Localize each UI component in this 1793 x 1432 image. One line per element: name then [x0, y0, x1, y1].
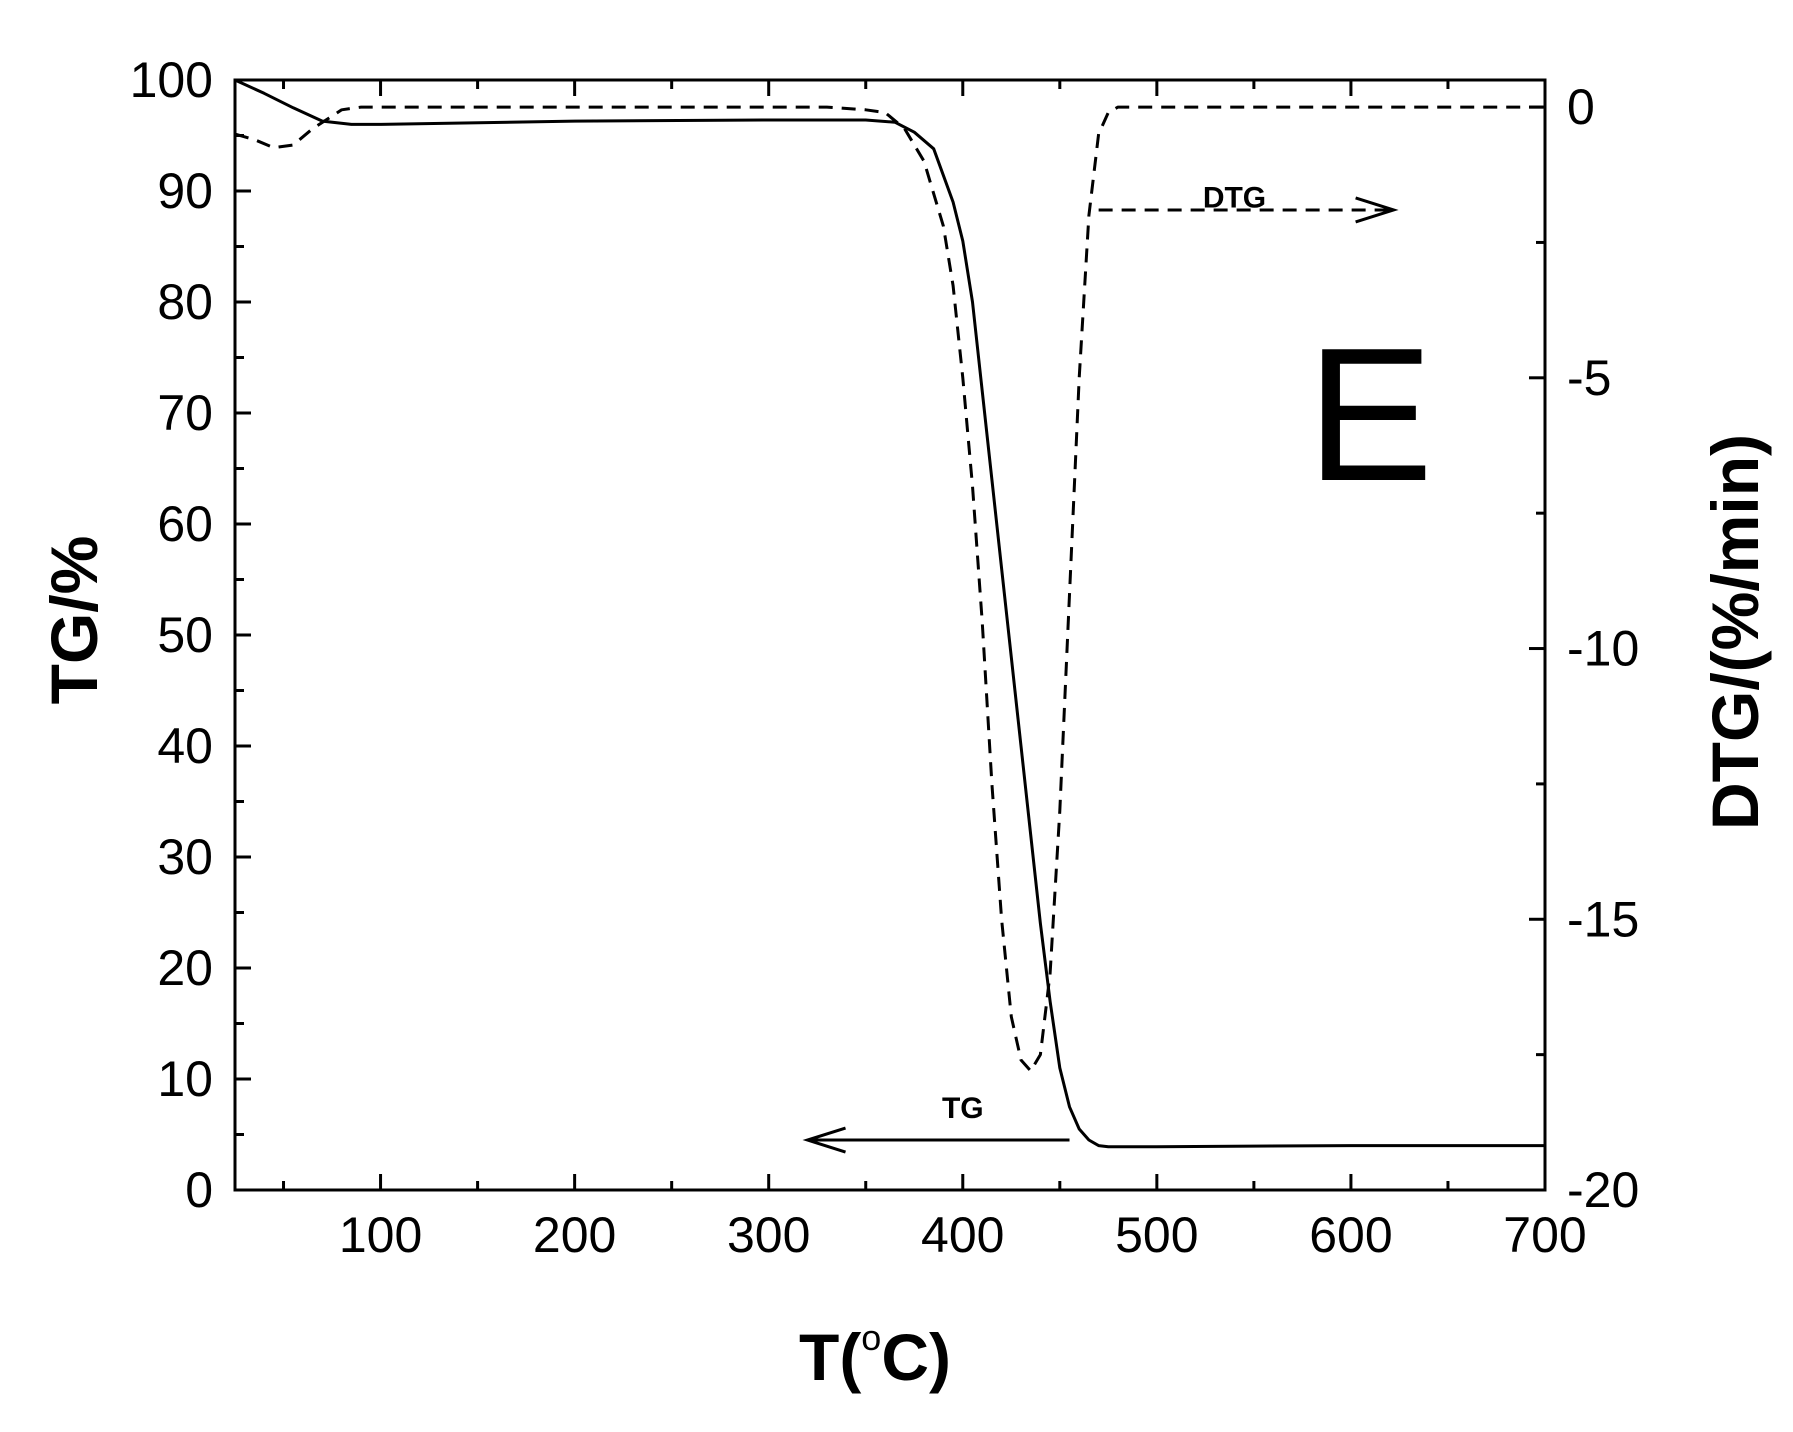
x-axis-title-superscript: o [861, 1317, 881, 1358]
x-axis-title-suffix: C) [881, 1320, 951, 1394]
tg-curve [234, 78, 1545, 1149]
x-tick-label: 600 [1309, 1207, 1392, 1263]
dtg-annotation: DTG [1203, 182, 1266, 215]
y-right-tick-label: -15 [1567, 891, 1639, 947]
y-left-tick-label: 10 [157, 1051, 213, 1107]
x-tick-label: 400 [921, 1207, 1004, 1263]
y-left-tick-label: 50 [157, 607, 213, 663]
y-left-tick-label: 40 [157, 718, 213, 774]
dtg-curve [234, 105, 1545, 1073]
dtg-arrow-head [1355, 196, 1399, 224]
x-axis-title-prefix: T( [799, 1320, 861, 1394]
left-y-axis: 0 10 20 30 40 50 60 70 80 90 100 [130, 52, 251, 1218]
x-tick-label: 700 [1503, 1207, 1586, 1263]
x-tick-label: 200 [533, 1207, 616, 1263]
x-axis-title: T(oC) [799, 1317, 951, 1394]
tg-arrow-head [802, 1126, 846, 1154]
tg-annotation: TG [942, 1092, 984, 1125]
x-tick-label: 100 [339, 1207, 422, 1263]
plot-curves [234, 78, 1545, 1149]
right-y-axis: 0 -5 -10 -15 -20 [1529, 79, 1639, 1218]
x-tick-label: 300 [727, 1207, 810, 1263]
x-tick-label: 500 [1115, 1207, 1198, 1263]
x-axis: 100 200 300 400 500 600 700 [282, 80, 1587, 1263]
y-left-tick-label: 0 [185, 1162, 213, 1218]
right-y-axis-title: DTG/(%/min) [1698, 434, 1772, 830]
y-left-tick-label: 70 [157, 385, 213, 441]
y-left-tick-label: 90 [157, 163, 213, 219]
left-y-axis-title: TG/% [37, 536, 111, 705]
y-right-tick-label: -5 [1567, 350, 1611, 406]
y-left-tick-label: 60 [157, 496, 213, 552]
series-arrows [802, 196, 1399, 1154]
y-left-tick-label: 100 [130, 52, 213, 108]
y-right-tick-label: 0 [1567, 79, 1595, 135]
y-right-tick-label: -20 [1567, 1162, 1639, 1218]
y-right-tick-label: -10 [1567, 621, 1639, 677]
plot-frame [233, 78, 1547, 1192]
y-left-tick-label: 20 [157, 940, 213, 996]
y-left-tick-label: 30 [157, 829, 213, 885]
panel-label: E [1307, 309, 1434, 521]
y-left-tick-label: 80 [157, 274, 213, 330]
